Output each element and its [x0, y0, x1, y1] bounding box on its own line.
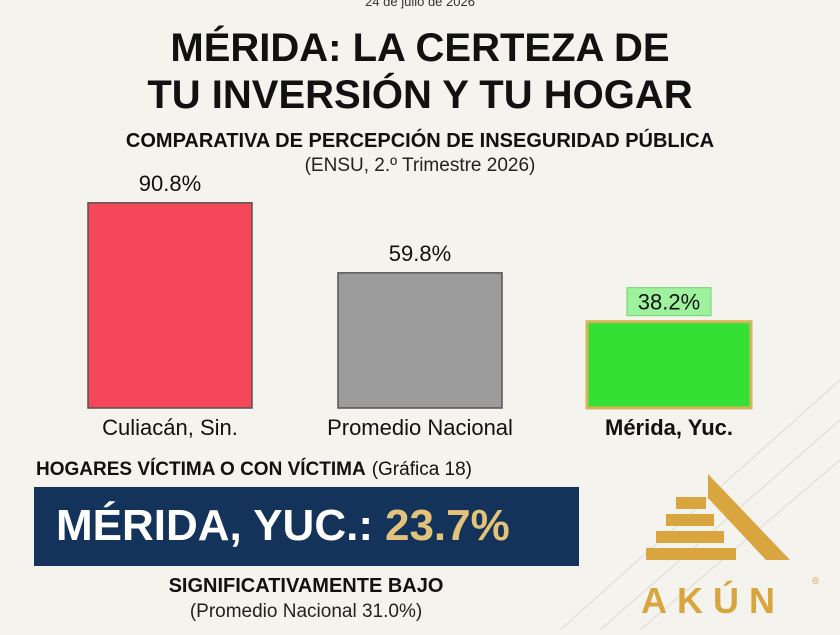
note: (Promedio Nacional 31.0%) [190, 601, 422, 622]
category-label: Culiacán, Sin. [102, 415, 238, 440]
highlight-heading: HOGARES VÍCTIMA O CON VÍCTIMA (Gráfica 18… [36, 458, 472, 480]
value-label: 38.2% [638, 290, 700, 315]
verdict: SIGNIFICATIVAMENTE BAJO [169, 575, 444, 597]
heading: HOGARES VÍCTIMA O CON VÍCTIMA [36, 458, 366, 480]
highlight-text: MÉRIDA, YUC.: 23.7% [56, 500, 510, 550]
category-label: Mérida, Yuc. [605, 415, 733, 440]
highlight-box [34, 487, 579, 566]
value-label: 90.8% [139, 171, 201, 196]
bar [585, 320, 753, 410]
chart-title: COMPARATIVA DE PERCEPCIÓN DE INSEGURIDAD… [126, 128, 714, 152]
date: 24 de julio de 2026 [365, 0, 475, 9]
value-label-bg [626, 287, 712, 317]
bar [87, 202, 253, 409]
highlight-label: MÉRIDA, YUC.: [56, 500, 373, 550]
reference: (Gráfica 18) [372, 459, 472, 480]
bar-chart: 90.8% Culiacán, Sin. 59.8% Promedio Naciona… [87, 171, 753, 440]
category-label: Promedio Nacional [327, 415, 513, 440]
highlight-value: 23.7% [385, 501, 510, 550]
title-line: MÉRIDA: LA CERTEZA DE [170, 25, 669, 70]
logo-mark [646, 474, 790, 560]
logo-registered: ® [812, 576, 820, 587]
bar [337, 272, 503, 409]
title-line: TU INVERSIÓN Y TU HOGAR [147, 71, 692, 117]
chart-subtitle: (ENSU, 2.º Trimestre 2026) [305, 155, 536, 176]
value-label: 59.8% [389, 241, 451, 266]
logo-text: AKÚN [641, 579, 785, 621]
